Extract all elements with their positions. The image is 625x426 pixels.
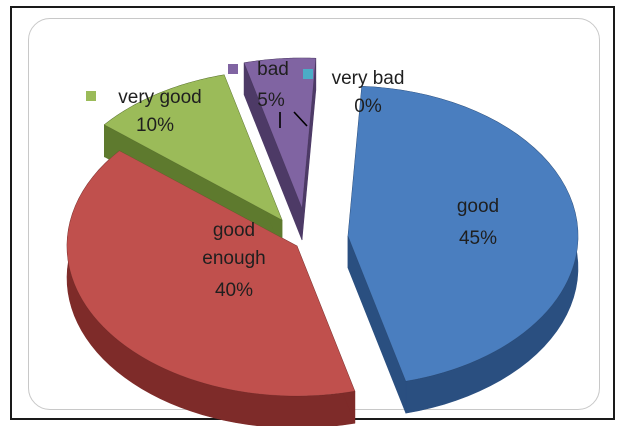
slice-label-good-enough-line2: enough <box>202 248 265 269</box>
data-labels: good 45% good enough 40% very good 10% bad 5% ver… <box>118 59 499 301</box>
legend-marker-very-bad <box>303 69 313 79</box>
slice-label-very-good: very good <box>118 87 201 108</box>
slice-value-good: 45% <box>459 228 497 249</box>
slice-label-bad: bad <box>257 59 289 80</box>
legend-marker-very-good <box>86 91 96 101</box>
slice-good-enough <box>66 150 356 397</box>
slice-bad <box>243 57 317 209</box>
slice-value-good-enough: 40% <box>215 280 253 301</box>
slice-label-good: good <box>457 196 499 217</box>
leader-lines <box>279 111 308 128</box>
slice-face-bad-1 <box>301 58 317 241</box>
slice-label-very-bad: very bad <box>332 68 405 89</box>
legend-markers <box>86 64 313 101</box>
slice-good <box>347 85 579 382</box>
leader-line-very-bad <box>293 111 308 127</box>
slice-value-bad: 5% <box>257 90 285 111</box>
slice-very-good <box>103 74 283 221</box>
slice-value-very-bad: 0% <box>354 96 382 117</box>
pie-tops <box>66 57 579 397</box>
slice-label-good-enough-line1: good <box>213 220 255 241</box>
slice-value-very-good: 10% <box>136 115 174 136</box>
legend-marker-bad <box>228 64 238 74</box>
slice-face-good-1 <box>347 235 407 414</box>
